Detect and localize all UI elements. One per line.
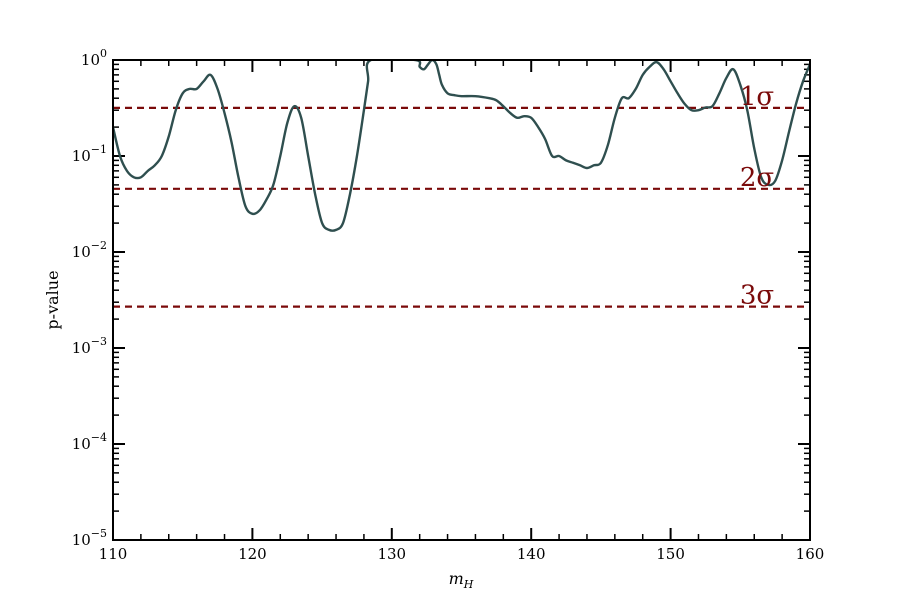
- minor-ticks: [113, 60, 810, 540]
- x-tick-label: 140: [517, 545, 546, 563]
- y-tick-label-base: 10: [72, 243, 91, 261]
- significance-label: 3σ: [740, 281, 774, 311]
- significance-lines: [113, 106, 810, 308]
- y-tick-label: 10−1: [72, 143, 107, 165]
- y-tick-label-base: 10: [72, 531, 91, 549]
- major-ticks: [112, 59, 811, 541]
- significance-label: 1σ: [740, 82, 774, 112]
- x-tick-label: 160: [796, 545, 825, 563]
- x-tick-label: 150: [656, 545, 685, 563]
- plot-frame: [112, 59, 811, 541]
- y-tick-label: 10−2: [72, 239, 107, 261]
- y-tick-label: 10−5: [72, 527, 107, 549]
- series-lines: [113, 60, 810, 232]
- y-tick-label-base: 10: [81, 51, 100, 69]
- y-axis-label: p-value: [43, 270, 62, 329]
- x-axis-label: mH: [449, 569, 474, 591]
- y-tick-label-exponent: −5: [91, 527, 107, 540]
- x-tick-label: 110: [99, 545, 128, 563]
- y-tick-label-exponent: 0: [100, 47, 107, 60]
- y-tick-label-base: 10: [72, 147, 91, 165]
- significance-labels: 1σ 2σ 3σ: [740, 82, 774, 311]
- y-tick-label: 100: [81, 47, 107, 69]
- y-tick-label: 10−3: [72, 335, 107, 357]
- x-tick-label: 120: [238, 545, 267, 563]
- y-tick-label-base: 10: [72, 339, 91, 357]
- x-tick-label: 130: [377, 545, 406, 563]
- y-tick-label-exponent: −4: [91, 431, 107, 444]
- y-tick-label: 10−4: [72, 431, 107, 453]
- significance-label: 2σ: [740, 163, 774, 193]
- y-tick-label-exponent: −2: [91, 239, 107, 252]
- y-tick-label-exponent: −3: [91, 335, 107, 348]
- y-tick-label-exponent: −1: [91, 143, 107, 156]
- x-tick-labels: 110 120 130 140 150 160: [99, 545, 825, 563]
- y-tick-label-base: 10: [72, 435, 91, 453]
- pvalue-series-line: [113, 60, 810, 232]
